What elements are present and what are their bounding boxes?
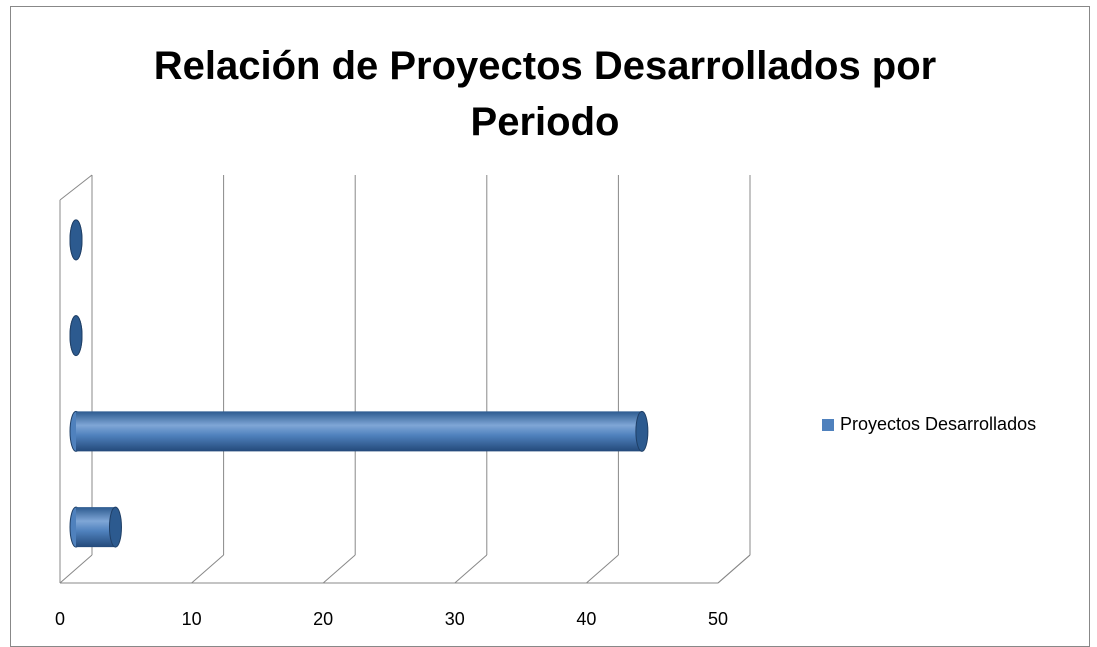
legend-label: Proyectos Desarrollados <box>840 414 1036 434</box>
x-tick-label: 50 <box>708 609 728 629</box>
x-tick-label: 30 <box>445 609 465 629</box>
grid-line <box>454 554 488 584</box>
x-tick-label: 20 <box>313 609 333 629</box>
bar <box>76 411 642 452</box>
grid-line <box>586 554 619 584</box>
bar <box>76 507 116 548</box>
x-tick-label: 0 <box>55 609 65 629</box>
bar-end <box>69 219 83 261</box>
legend-swatch <box>822 419 834 431</box>
grid-line <box>717 554 751 584</box>
grid-line <box>191 554 224 584</box>
wall-edge <box>59 174 93 201</box>
bar-end <box>108 506 122 548</box>
grid-line <box>59 554 93 584</box>
bar-end <box>635 410 649 452</box>
x-tick-label: 10 <box>182 609 202 629</box>
grid-line <box>322 554 356 584</box>
chart-title: Relación de Proyectos Desarrollados por … <box>153 44 937 144</box>
x-tick-label: 40 <box>576 609 596 629</box>
bar-end <box>69 315 83 357</box>
